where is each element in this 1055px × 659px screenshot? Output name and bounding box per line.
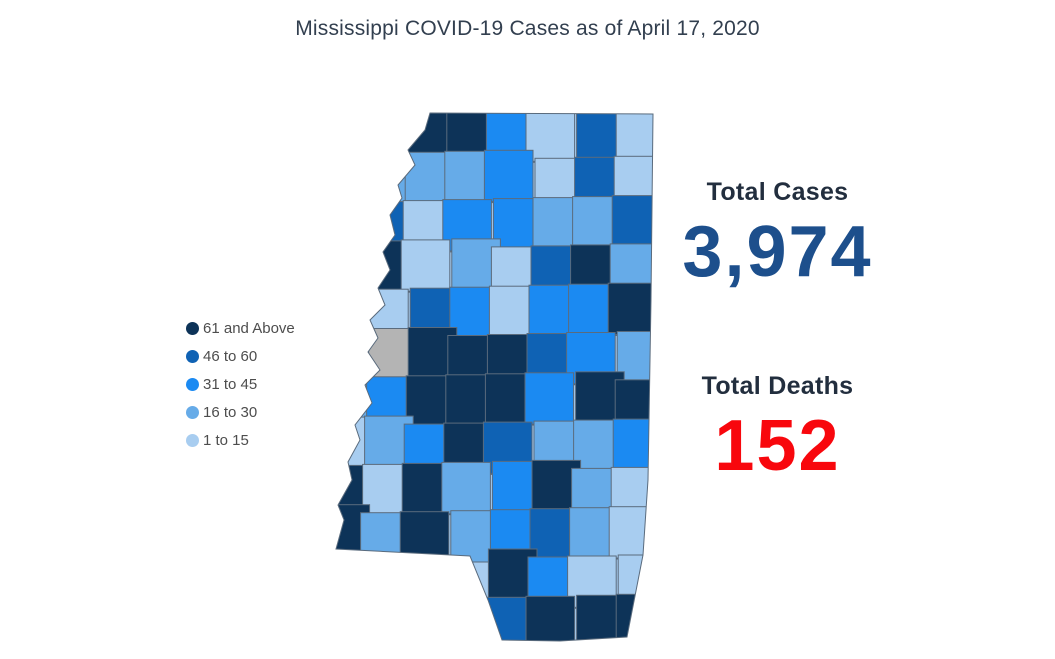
county-cell [615, 593, 653, 641]
county-cell [400, 239, 451, 292]
county-cell [336, 289, 370, 342]
county-cell [525, 595, 576, 641]
county-cell [483, 149, 534, 203]
total-cases-value: 3,974 [682, 212, 873, 292]
mississippi-county-map [335, 112, 654, 642]
legend-swatch-dot-icon [186, 377, 199, 391]
legend-item-label: 31 to 45 [203, 375, 258, 393]
county-cell [399, 511, 450, 564]
county-cell [611, 195, 653, 248]
legend-item: 16 to 30 [186, 398, 295, 426]
legend-item-label: 61 and Above [203, 319, 295, 337]
legend-item-label: 46 to 60 [203, 347, 258, 365]
legend-swatch-dot-icon [186, 349, 199, 363]
legend-item: 1 to 15 [186, 426, 295, 454]
legend-item: 31 to 45 [186, 370, 295, 398]
legend-item: 46 to 60 [186, 342, 295, 370]
legend-swatch-dot-icon [186, 405, 199, 419]
county-cell [607, 282, 653, 335]
legend-swatch-dot-icon [186, 433, 199, 447]
legend-item-label: 16 to 30 [203, 403, 258, 421]
county-cell [615, 113, 653, 160]
total-deaths-label: Total Deaths [701, 372, 854, 400]
county-cell [441, 461, 491, 515]
page-title: Mississippi COVID-19 Cases as of April 1… [295, 17, 760, 40]
county-cell [608, 506, 653, 559]
legend: 61 and Above 46 to 60 31 to 45 16 to 30 1 to… [186, 314, 295, 454]
legend-item: 61 and Above [186, 314, 295, 342]
state-outline [335, 112, 654, 642]
county-cell [524, 372, 575, 425]
total-cases-label: Total Cases [706, 178, 849, 206]
legend-swatch-dot-icon [186, 321, 199, 335]
total-deaths-value: 152 [714, 406, 841, 486]
map-container [315, 100, 665, 650]
county-cell [612, 418, 653, 471]
legend-item-label: 1 to 15 [203, 431, 249, 449]
